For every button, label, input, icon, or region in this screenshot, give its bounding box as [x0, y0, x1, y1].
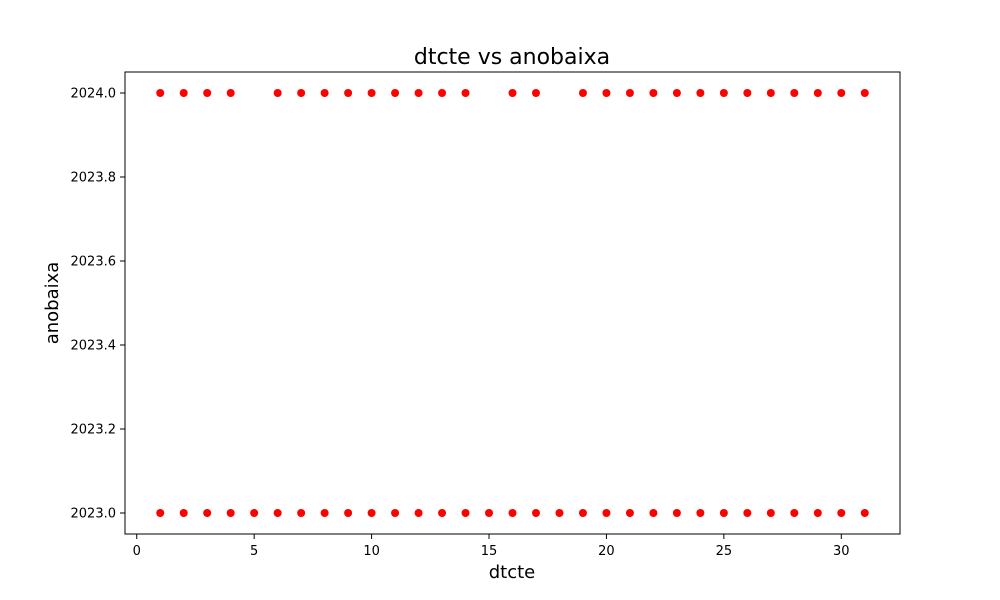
x-tick-label: 10 — [363, 544, 380, 559]
data-point — [555, 509, 564, 517]
data-point — [625, 509, 634, 517]
data-point — [696, 509, 705, 517]
x-tick-label: 20 — [598, 544, 615, 559]
x-axis-ticks: 0 5 10 15 20 25 30 — [133, 534, 850, 559]
data-point — [179, 509, 188, 517]
data-point — [367, 89, 376, 97]
data-point — [578, 509, 587, 517]
data-point — [226, 509, 235, 517]
data-point — [696, 89, 705, 97]
x-tick-label: 25 — [716, 544, 733, 559]
y-tick-label: 2023.0 — [71, 507, 117, 522]
data-point — [813, 89, 822, 97]
data-point — [602, 89, 611, 97]
data-point — [156, 509, 165, 517]
data-point — [485, 509, 494, 517]
y-axis-ticks: 2023.0 2023.2 2023.4 2023.6 2023.8 2024.0 — [71, 87, 125, 522]
data-point — [837, 89, 846, 97]
data-point — [531, 89, 540, 97]
data-points — [156, 89, 869, 517]
data-point — [438, 89, 447, 97]
data-point — [461, 509, 470, 517]
data-point — [297, 89, 306, 97]
data-point — [672, 509, 681, 517]
data-point — [391, 89, 400, 97]
data-point — [602, 509, 611, 517]
data-point — [391, 509, 400, 517]
data-point — [672, 89, 681, 97]
data-point — [461, 89, 470, 97]
data-point — [766, 509, 775, 517]
data-point — [414, 89, 423, 97]
data-point — [578, 89, 587, 97]
data-point — [344, 509, 353, 517]
y-tick-label: 2023.6 — [71, 255, 117, 270]
x-tick-label: 0 — [133, 544, 141, 559]
data-point — [766, 89, 775, 97]
data-point — [813, 509, 822, 517]
data-point — [156, 89, 165, 97]
y-axis-label: anobaixa — [42, 262, 63, 345]
data-point — [320, 89, 329, 97]
data-point — [273, 509, 282, 517]
data-point — [226, 89, 235, 97]
data-point — [743, 509, 752, 517]
data-point — [203, 89, 212, 97]
data-point — [860, 509, 869, 517]
data-point — [297, 509, 306, 517]
data-point — [531, 509, 540, 517]
data-point — [719, 89, 728, 97]
data-point — [790, 89, 799, 97]
data-point — [273, 89, 282, 97]
y-tick-label: 2023.8 — [71, 171, 117, 186]
y-tick-label: 2023.2 — [71, 423, 117, 438]
data-point — [250, 509, 259, 517]
y-tick-label: 2023.4 — [71, 339, 117, 354]
plot-frame — [124, 71, 901, 535]
data-point — [367, 509, 376, 517]
data-point — [743, 89, 752, 97]
data-point — [508, 89, 517, 97]
data-point — [179, 89, 188, 97]
data-point — [320, 509, 329, 517]
data-point — [203, 509, 212, 517]
data-point — [649, 509, 658, 517]
x-tick-label: 5 — [250, 544, 258, 559]
data-point — [860, 89, 869, 97]
data-point — [719, 509, 728, 517]
data-point — [649, 89, 658, 97]
data-point — [414, 509, 423, 517]
x-axis-label: dtcte — [489, 562, 536, 583]
data-point — [438, 509, 447, 517]
chart-title: dtcte vs anobaixa — [414, 45, 610, 70]
data-point — [837, 509, 846, 517]
x-tick-label: 15 — [481, 544, 498, 559]
y-tick-label: 2024.0 — [71, 87, 117, 102]
x-tick-label: 30 — [833, 544, 850, 559]
data-point — [344, 89, 353, 97]
data-point — [625, 89, 634, 97]
data-point — [790, 509, 799, 517]
data-point — [508, 509, 517, 517]
